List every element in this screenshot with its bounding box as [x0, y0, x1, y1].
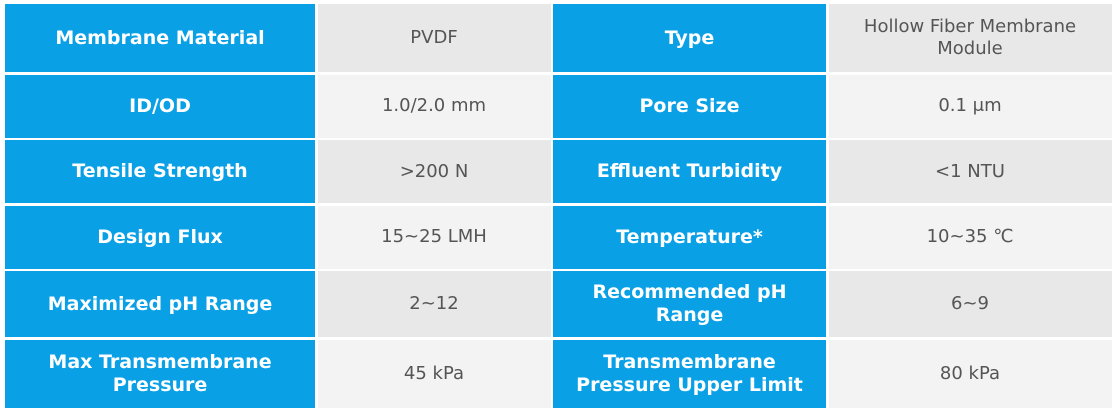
- spec-value: >200 N: [317, 140, 551, 203]
- spec-label: Membrane Material: [5, 4, 315, 72]
- spec-table: Membrane Material PVDF Type Hollow Fiber Me…: [5, 4, 1112, 408]
- spec-value: 80 kPa: [828, 339, 1112, 408]
- spec-value: 2~12: [317, 271, 551, 337]
- spec-label: Design Flux: [5, 205, 315, 269]
- spec-label: Pore Size: [553, 74, 826, 138]
- spec-value: 1.0/2.0 mm: [317, 74, 551, 138]
- spec-value: 10~35 ℃: [828, 205, 1112, 269]
- spec-label: Maximized pH Range: [5, 271, 315, 337]
- spec-label: Type: [553, 4, 826, 72]
- spec-label: Max Transmembrane Pressure: [5, 339, 315, 408]
- spec-label: Tensile Strength: [5, 140, 315, 203]
- spec-value: 15~25 LMH: [317, 205, 551, 269]
- spec-value: 45 kPa: [317, 339, 551, 408]
- spec-label: Recommended pH Range: [553, 271, 826, 337]
- spec-label: Temperature*: [553, 205, 826, 269]
- spec-value: 6~9: [828, 271, 1112, 337]
- spec-label: Effluent Turbidity: [553, 140, 826, 203]
- spec-value: Hollow Fiber Membrane Module: [828, 4, 1112, 72]
- spec-label: ID/OD: [5, 74, 315, 138]
- spec-value: PVDF: [317, 4, 551, 72]
- spec-value: 0.1 μm: [828, 74, 1112, 138]
- spec-value: <1 NTU: [828, 140, 1112, 203]
- spec-label: Transmembrane Pressure Upper Limit: [553, 339, 826, 408]
